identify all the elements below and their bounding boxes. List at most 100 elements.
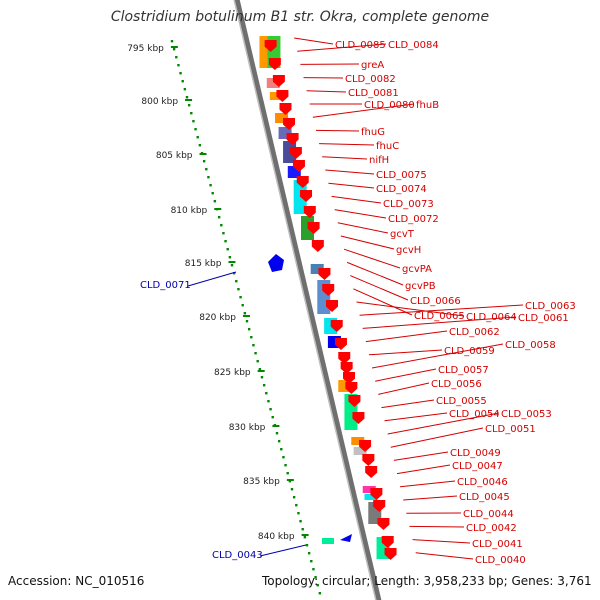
- gene-label[interactable]: CLD_0046: [457, 477, 508, 488]
- gene-label[interactable]: CLD_0040: [475, 555, 526, 566]
- cds-arrow: [348, 395, 361, 407]
- gene-label[interactable]: gcvT: [390, 229, 415, 240]
- cds-arrow: [334, 338, 347, 350]
- label-leader-line: [315, 129, 360, 132]
- gene-label[interactable]: CLD_0042: [466, 523, 517, 534]
- label-leader-line: [362, 316, 517, 329]
- gene-label[interactable]: CLD_0056: [431, 379, 482, 390]
- label-leader-line: [337, 222, 389, 234]
- gene-label[interactable]: CLD_0085: [335, 40, 386, 51]
- ruler-dot: [207, 176, 210, 179]
- cds-arrow: [345, 382, 358, 394]
- label-leader-line: [403, 495, 458, 501]
- ruler-dot: [288, 480, 292, 483]
- cds-arrow: [326, 300, 338, 312]
- gene-label[interactable]: CLD_0058: [505, 340, 556, 351]
- cds-arrow: [303, 206, 316, 218]
- gene-label[interactable]: fhuC: [376, 141, 399, 152]
- gene-label[interactable]: CLD_0051: [485, 424, 536, 435]
- gene-label[interactable]: gcvPA: [402, 264, 432, 275]
- label-leader-line: [346, 261, 404, 286]
- gene-label[interactable]: CLD_0063: [525, 301, 576, 312]
- gene-label[interactable]: CLD_0066: [410, 296, 461, 307]
- gene-label[interactable]: nifH: [369, 155, 389, 166]
- label-leader-line-reverse: [187, 271, 237, 287]
- ruler-dot: [241, 304, 244, 307]
- cds-arrow: [373, 500, 386, 512]
- label-leader-line: [371, 343, 504, 369]
- label-leader-line: [343, 248, 401, 269]
- gene-label[interactable]: CLD_0072: [388, 214, 439, 225]
- cds-arrow: [272, 75, 285, 87]
- gene-label[interactable]: CLD_0061: [518, 313, 569, 324]
- gene-label[interactable]: greA: [361, 60, 384, 71]
- gene-label[interactable]: CLD_0081: [348, 88, 399, 99]
- ruler-dot: [220, 224, 223, 227]
- ruler-dot: [260, 376, 264, 379]
- ruler-dot: [290, 488, 294, 491]
- label-leader-line: [325, 169, 375, 175]
- gene-label[interactable]: gcvPB: [405, 281, 436, 292]
- ruler-dot: [316, 584, 319, 587]
- gene-label[interactable]: CLD_0049: [450, 448, 501, 459]
- gene-label[interactable]: CLD_0054: [449, 409, 500, 420]
- gene-label[interactable]: fhuG: [361, 127, 385, 138]
- gene-label[interactable]: CLD_0055: [436, 396, 487, 407]
- gene-label[interactable]: CLD_0065: [414, 311, 465, 322]
- label-leader-line: [356, 301, 465, 317]
- gene-label[interactable]: CLD_0059: [444, 346, 495, 357]
- gene-label[interactable]: CLD_0047: [452, 461, 503, 472]
- gene-label[interactable]: fhuB: [416, 100, 439, 111]
- ruler-dot: [205, 168, 208, 171]
- ruler-label: 835 kbp: [243, 477, 280, 487]
- gene-label[interactable]: CLD_0073: [383, 199, 434, 210]
- gene-labels: CLD_0085 CLD_0084greACLD_0082CLD_0081CLD_…: [140, 37, 576, 566]
- gene-label-reverse[interactable]: CLD_0071: [140, 280, 191, 291]
- cds-arrow: [330, 320, 343, 332]
- ruler-dot: [318, 592, 322, 595]
- ruler-dot: [192, 120, 195, 123]
- gene-label[interactable]: CLD_0041: [472, 539, 523, 550]
- ruler-dot: [190, 112, 193, 115]
- cds-arrow: [322, 284, 335, 296]
- cds-arrow: [384, 548, 397, 560]
- label-leader-line: [390, 427, 484, 448]
- ruler-dot: [230, 264, 234, 267]
- cds-arrow: [340, 362, 353, 374]
- label-leader-line: [396, 464, 451, 475]
- ruler-dot: [310, 560, 313, 563]
- gene-label[interactable]: CLD_0084: [388, 40, 439, 51]
- ruler-dot: [282, 456, 285, 459]
- cds-arrow: [279, 103, 292, 115]
- ruler-dot: [307, 552, 311, 555]
- gene-label[interactable]: gcvH: [396, 245, 421, 256]
- ruler-dot: [232, 272, 236, 275]
- ruler-dot: [202, 160, 206, 163]
- feature-block: [310, 264, 324, 274]
- gene-label[interactable]: CLD_0053: [501, 409, 552, 420]
- ruler-dot: [286, 472, 289, 475]
- gene-label[interactable]: CLD_0064: [466, 312, 517, 323]
- gene-label[interactable]: CLD_0062: [449, 327, 500, 338]
- ruler-dot: [299, 520, 302, 523]
- cds-arrow: [286, 133, 299, 145]
- ruler-dot: [269, 408, 272, 411]
- gene-label[interactable]: CLD_0045: [459, 492, 510, 503]
- gene-label[interactable]: CLD_0075: [376, 170, 427, 181]
- ruler-dot: [277, 440, 281, 443]
- cds-arrow: [381, 536, 394, 548]
- ruler-label: 830 kbp: [229, 423, 266, 433]
- gene-label[interactable]: CLD_0057: [438, 365, 489, 376]
- label-leader-line: [368, 349, 443, 356]
- gene-label[interactable]: CLD_0074: [376, 184, 427, 195]
- ruler-dot: [217, 216, 221, 219]
- ruler-dot: [284, 464, 287, 467]
- ruler-label: 810 kbp: [171, 206, 208, 216]
- label-leader-line: [306, 90, 347, 93]
- gene-label[interactable]: CLD_0082: [345, 74, 396, 85]
- gene-label[interactable]: CLD_0044: [463, 509, 514, 520]
- gene-label[interactable]: CLD_0080: [364, 100, 415, 111]
- ruler-dot: [247, 328, 251, 331]
- gene-label-reverse[interactable]: CLD_0043: [212, 550, 263, 561]
- ruler-dot: [252, 344, 255, 347]
